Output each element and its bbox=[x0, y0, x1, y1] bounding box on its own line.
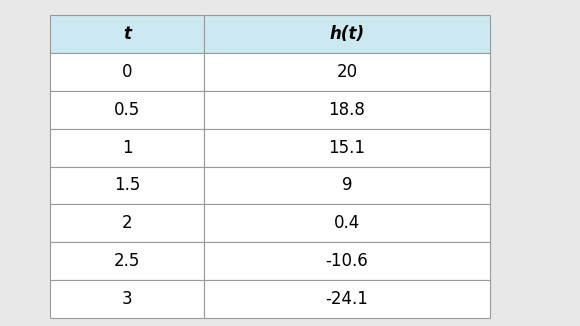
Text: h(t): h(t) bbox=[329, 25, 365, 43]
Bar bbox=[204, 167, 490, 204]
Bar bbox=[50, 91, 204, 129]
Bar bbox=[50, 15, 204, 53]
Bar bbox=[50, 280, 204, 318]
Bar bbox=[50, 53, 204, 91]
Text: -24.1: -24.1 bbox=[325, 290, 368, 308]
Bar bbox=[50, 129, 204, 167]
Bar bbox=[50, 242, 204, 280]
Text: 15.1: 15.1 bbox=[328, 139, 365, 156]
Bar bbox=[204, 91, 490, 129]
Text: 20: 20 bbox=[336, 63, 357, 81]
Text: 2.5: 2.5 bbox=[114, 252, 140, 270]
Text: 1: 1 bbox=[122, 139, 132, 156]
Text: 0.4: 0.4 bbox=[334, 214, 360, 232]
Text: t: t bbox=[123, 25, 131, 43]
Text: 1.5: 1.5 bbox=[114, 176, 140, 194]
Text: 9: 9 bbox=[342, 176, 352, 194]
Text: 2: 2 bbox=[122, 214, 132, 232]
Bar bbox=[204, 129, 490, 167]
Text: 0: 0 bbox=[122, 63, 132, 81]
Bar bbox=[204, 242, 490, 280]
Bar bbox=[50, 167, 204, 204]
Bar bbox=[204, 15, 490, 53]
Bar bbox=[204, 204, 490, 242]
Text: 18.8: 18.8 bbox=[328, 101, 365, 119]
Bar bbox=[204, 280, 490, 318]
Bar bbox=[50, 204, 204, 242]
Text: 0.5: 0.5 bbox=[114, 101, 140, 119]
Text: 3: 3 bbox=[122, 290, 132, 308]
Bar bbox=[204, 53, 490, 91]
Text: -10.6: -10.6 bbox=[325, 252, 368, 270]
